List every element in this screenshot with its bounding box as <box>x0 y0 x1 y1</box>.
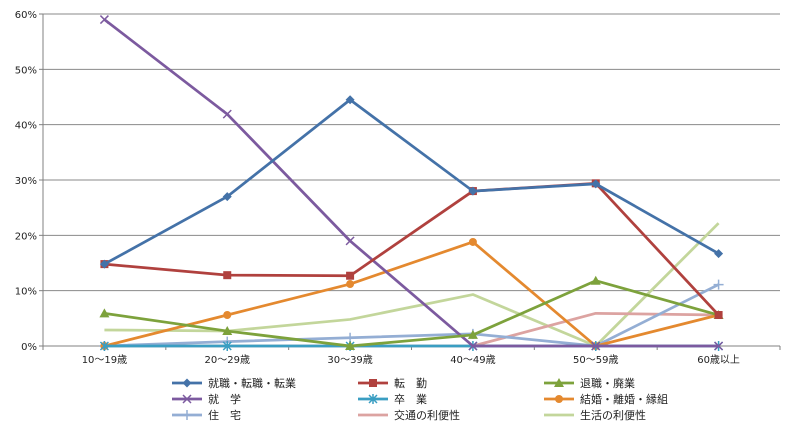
legend: 就職・転職・転業 転 勤 退職・廃業就 学 卒 業 結婚・離婚・縁組住 宅 交通の利便性 生… <box>172 376 668 422</box>
data-point <box>468 237 477 246</box>
data-point <box>345 95 355 105</box>
x-tick-label: 30～39歳 <box>327 354 372 366</box>
data-point <box>591 341 601 351</box>
y-tick-label: 60% <box>15 10 37 21</box>
data-point <box>99 259 109 269</box>
legend-marker <box>554 378 564 387</box>
data-point <box>713 279 724 290</box>
series-lines <box>99 15 724 351</box>
legend-item: 退職・廃業 <box>544 376 635 390</box>
series-8 <box>104 222 720 348</box>
legend-item: 就 学 <box>172 392 241 406</box>
data-point <box>590 275 601 285</box>
series-0 <box>99 95 724 269</box>
y-tick-label: 20% <box>15 231 37 242</box>
series-line <box>104 181 720 316</box>
legend-label: 生活の利便性 <box>580 408 646 422</box>
x-tick-label: 20～29歳 <box>205 354 250 366</box>
x-tick-label: 60歳以上 <box>697 354 740 366</box>
series-line <box>104 283 720 348</box>
data-point <box>714 249 724 259</box>
y-tick-label: 40% <box>15 121 37 132</box>
y-tick-label: 10% <box>15 287 37 298</box>
data-point <box>223 311 232 320</box>
gridlines <box>43 13 780 292</box>
data-point <box>345 236 355 246</box>
data-point <box>99 308 110 318</box>
legend-label: 転 勤 <box>394 377 427 390</box>
legend-item: 交通の利便性 <box>358 408 460 422</box>
data-point <box>345 341 356 350</box>
series-line <box>104 222 720 348</box>
legend-label: 住 宅 <box>208 408 241 422</box>
series-1 <box>100 179 723 320</box>
legend-item: 結婚・離婚・縁組 <box>544 392 668 406</box>
data-point <box>714 311 723 320</box>
data-point <box>99 15 109 25</box>
legend-item: 就職・転職・転業 <box>172 376 296 390</box>
legend-item: 転 勤 <box>358 377 427 390</box>
data-point <box>714 341 724 351</box>
y-tick-label: 30% <box>15 176 37 187</box>
legend-item: 卒 業 <box>358 392 427 406</box>
data-point <box>468 341 478 351</box>
legend-label: 結婚・離婚・縁組 <box>580 392 668 406</box>
data-point <box>222 109 232 119</box>
data-point <box>99 341 109 351</box>
y-tick-label: 0% <box>21 342 37 353</box>
legend-label: 就職・転職・転業 <box>208 376 296 390</box>
data-point <box>591 179 601 189</box>
data-point <box>223 271 232 280</box>
y-tick-label: 50% <box>15 65 37 76</box>
legend-marker <box>369 379 377 387</box>
legend-marker <box>368 394 378 404</box>
legend-label: 就 学 <box>208 392 241 406</box>
legend-label: 交通の利便性 <box>394 408 460 422</box>
data-point <box>468 186 478 196</box>
data-point <box>346 280 355 289</box>
data-point <box>222 326 233 336</box>
legend-item: 生活の利便性 <box>544 408 646 422</box>
legend-marker <box>182 410 192 420</box>
legend-marker <box>555 395 563 403</box>
legend-marker <box>182 378 192 388</box>
series-line <box>103 98 720 266</box>
data-point <box>346 271 355 280</box>
data-point <box>467 329 478 339</box>
data-point <box>222 192 232 202</box>
series-line <box>104 279 719 348</box>
series-3 <box>99 15 724 351</box>
legend-marker <box>182 394 192 404</box>
legend-label: 卒 業 <box>394 392 427 406</box>
x-tick-label: 40～49歳 <box>450 354 495 366</box>
data-point <box>222 341 232 351</box>
x-tick-label: 50～59歳 <box>573 354 618 366</box>
legend-item: 住 宅 <box>172 408 241 422</box>
series-line <box>103 18 719 348</box>
x-tick-label: 10～19歳 <box>82 354 127 366</box>
series-line <box>104 240 719 348</box>
legend-label: 退職・廃業 <box>580 376 635 390</box>
